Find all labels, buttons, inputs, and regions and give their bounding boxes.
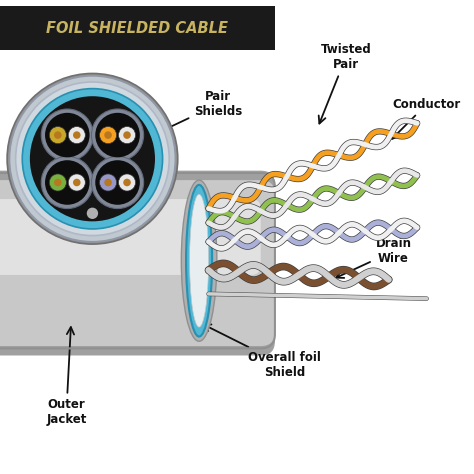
Text: Overall foil
Shield: Overall foil Shield <box>203 325 321 379</box>
Circle shape <box>73 179 81 186</box>
Circle shape <box>100 174 117 191</box>
Circle shape <box>30 96 155 221</box>
Circle shape <box>7 73 178 244</box>
FancyBboxPatch shape <box>0 199 261 275</box>
Circle shape <box>104 179 112 186</box>
Circle shape <box>68 174 85 191</box>
Text: Conductor: Conductor <box>392 98 461 139</box>
Circle shape <box>100 127 117 144</box>
Circle shape <box>123 179 131 186</box>
Circle shape <box>54 131 62 139</box>
Circle shape <box>41 109 93 161</box>
Text: FOIL SHIELDED CABLE: FOIL SHIELDED CABLE <box>46 21 228 36</box>
Circle shape <box>49 174 66 191</box>
Circle shape <box>91 156 144 209</box>
Circle shape <box>104 131 112 139</box>
Circle shape <box>95 113 140 157</box>
FancyBboxPatch shape <box>0 180 275 346</box>
Text: Drain
Wire: Drain Wire <box>336 237 411 278</box>
Circle shape <box>91 109 144 161</box>
Circle shape <box>9 76 175 242</box>
Circle shape <box>118 127 136 144</box>
Circle shape <box>49 127 66 144</box>
Circle shape <box>45 160 90 205</box>
Circle shape <box>68 127 85 144</box>
FancyBboxPatch shape <box>0 6 275 50</box>
FancyBboxPatch shape <box>0 171 275 356</box>
Circle shape <box>123 131 131 139</box>
Circle shape <box>87 208 98 219</box>
Text: Pair
Shields: Pair Shields <box>132 90 242 145</box>
Ellipse shape <box>186 185 212 337</box>
Circle shape <box>22 89 163 229</box>
Circle shape <box>16 82 169 236</box>
Circle shape <box>54 179 62 186</box>
Circle shape <box>95 160 140 205</box>
Circle shape <box>118 174 136 191</box>
Text: Twisted
Pair: Twisted Pair <box>319 43 372 124</box>
Circle shape <box>41 156 93 209</box>
Circle shape <box>45 113 90 157</box>
Ellipse shape <box>190 194 209 327</box>
Ellipse shape <box>181 180 217 341</box>
Circle shape <box>73 131 81 139</box>
Text: Outer
Jacket: Outer Jacket <box>46 327 87 427</box>
